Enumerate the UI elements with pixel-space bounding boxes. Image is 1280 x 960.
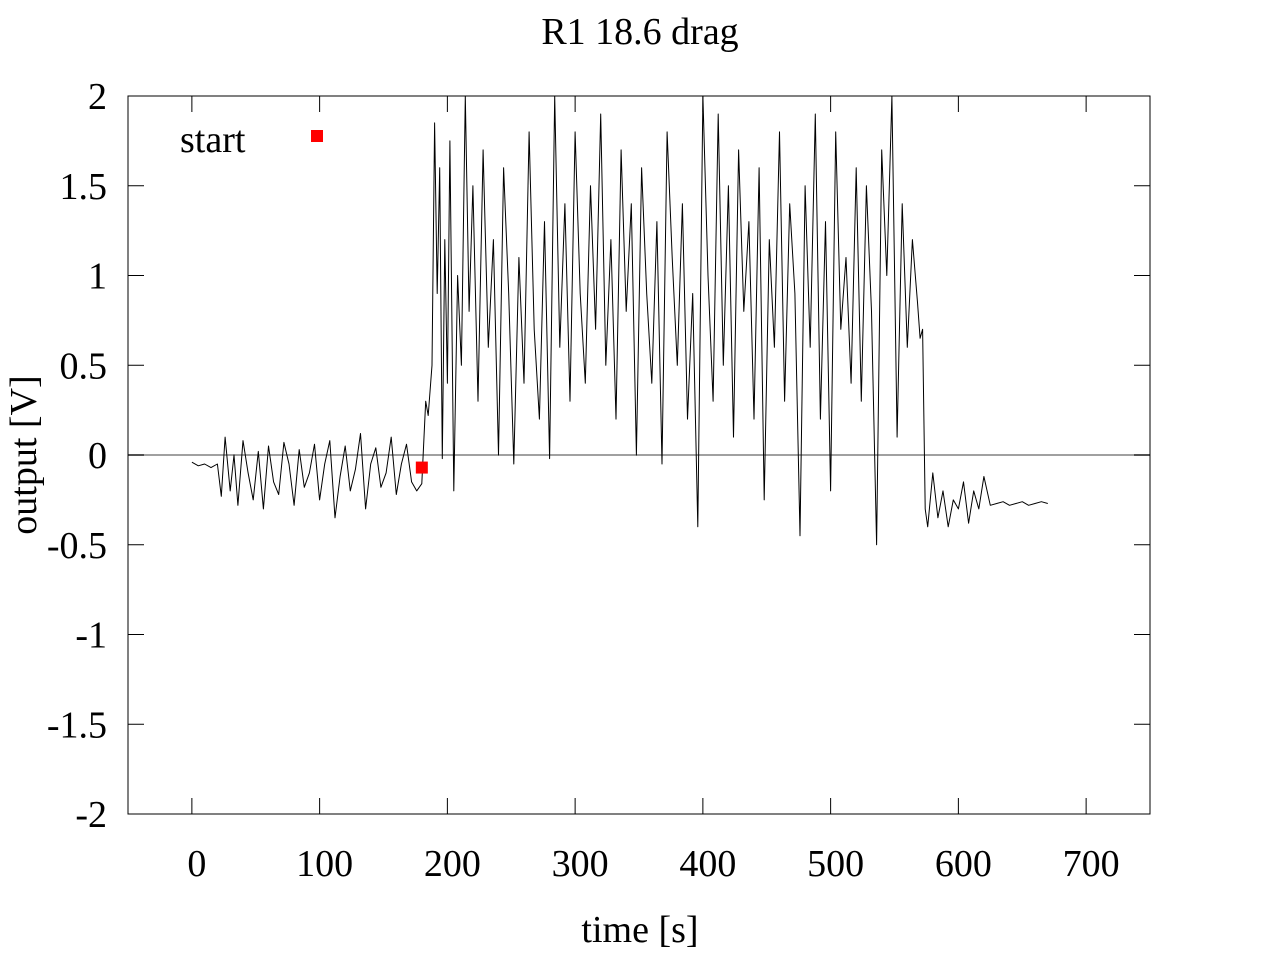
legend: start bbox=[180, 119, 323, 161]
series-line-output bbox=[191, 95, 1048, 546]
x-axis-label: time [s] bbox=[581, 909, 698, 951]
x-tick-label: 100 bbox=[296, 843, 353, 885]
y-tick-label: 1.5 bbox=[60, 166, 108, 208]
y-tick-label: -2 bbox=[75, 794, 107, 836]
chart-title: R1 18.6 drag bbox=[541, 11, 738, 53]
x-tick-label: 200 bbox=[424, 843, 481, 885]
axis-ticks: 0 100 200 300 400 500 600 700 -2 -1.5 -1 -0.5 0 0.5 1 1… bbox=[47, 76, 1150, 885]
x-tick-label: 700 bbox=[1063, 843, 1120, 885]
y-axis-label: output [V] bbox=[3, 375, 45, 534]
x-tick-label: 400 bbox=[679, 843, 736, 885]
x-tick-label: 300 bbox=[552, 843, 609, 885]
y-tick-label: -0.5 bbox=[47, 525, 107, 567]
legend-marker-start bbox=[311, 130, 323, 142]
y-tick-label: 2 bbox=[88, 76, 107, 118]
y-tick-label: -1 bbox=[75, 615, 107, 657]
start-point-marker bbox=[415, 461, 428, 474]
x-tick-label: 0 bbox=[187, 843, 206, 885]
y-tick-label: -1.5 bbox=[47, 704, 107, 746]
x-tick-label: 600 bbox=[935, 843, 992, 885]
y-tick-label: 1 bbox=[88, 256, 107, 298]
y-tick-label: 0 bbox=[88, 435, 107, 477]
legend-label-start: start bbox=[180, 119, 246, 161]
x-tick-label: 500 bbox=[807, 843, 864, 885]
y-tick-label: 0.5 bbox=[60, 345, 108, 387]
series-layer bbox=[191, 95, 1048, 546]
